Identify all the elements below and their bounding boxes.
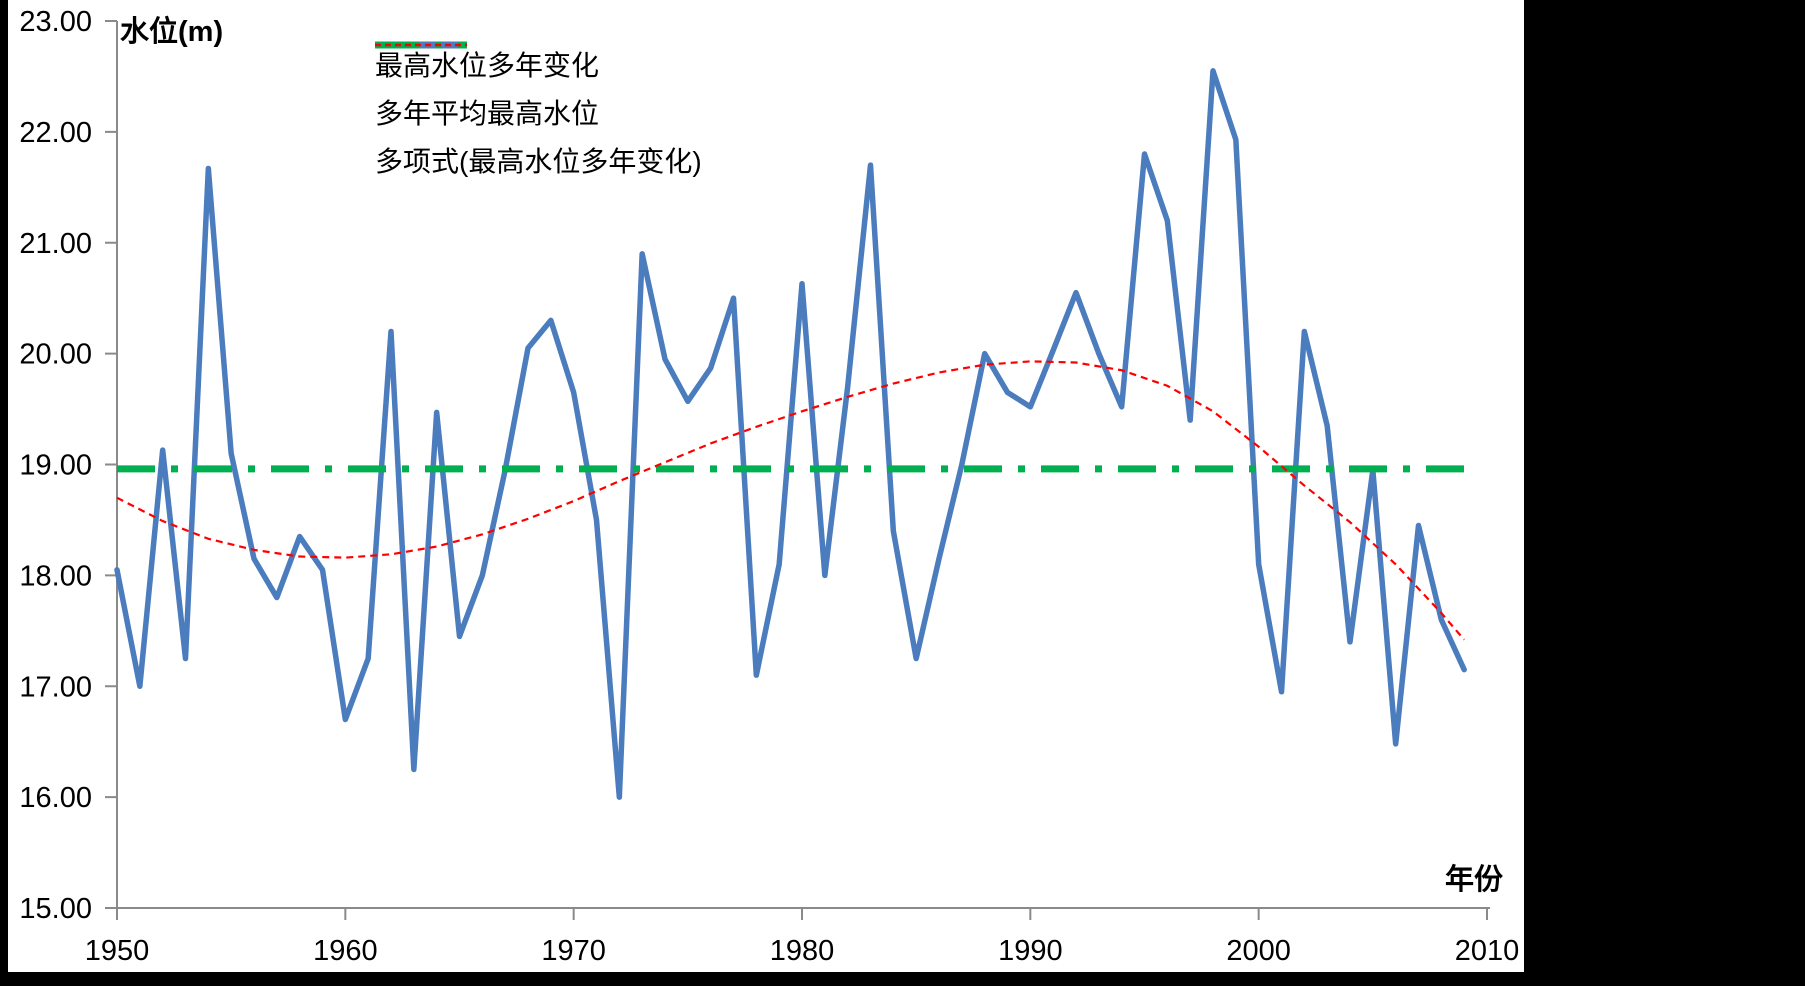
series-max-water-level (114, 68, 1467, 800)
legend: 最高水位多年变化 多年平均最高水位 多项式(最高水位多年变化) (375, 40, 702, 184)
x-tick-label: 2010 (1455, 935, 1520, 967)
y-tick-label: 16.00 (19, 782, 92, 814)
y-tick-label: 22.00 (19, 117, 92, 149)
series-polynomial-trend (116, 360, 1465, 641)
y-axis-title: 水位(m) (120, 16, 224, 48)
y-tick-label: 20.00 (19, 339, 92, 371)
y-tick-label: 15.00 (19, 893, 92, 925)
y-tick-label: 17.00 (19, 671, 92, 703)
chart-panel: 23.00 22.00 21.00 20.00 19.00 18.00 17.00 16.00… (8, 0, 1524, 972)
y-tick-label: 18.00 (19, 560, 92, 592)
legend-label: 多项式(最高水位多年变化) (375, 146, 702, 177)
x-tick-label: 1950 (85, 935, 150, 967)
x-tick-label: 1990 (998, 935, 1063, 967)
legend-label: 最高水位多年变化 (375, 50, 600, 81)
legend-item-polynomial: 多项式(最高水位多年变化) (375, 43, 702, 184)
legend-swatch-dotted-line-icon (375, 43, 467, 47)
line-chart: 23.00 22.00 21.00 20.00 19.00 18.00 17.00 16.00… (19, 6, 1520, 967)
x-tick-label: 1970 (541, 935, 606, 967)
x-tick-label: 1960 (313, 935, 378, 967)
y-tick-label: 23.00 (19, 6, 92, 38)
legend-item-mean-level: 多年平均最高水位 (375, 41, 702, 136)
x-axis-title: 年份 (1445, 864, 1504, 896)
y-tick-label: 19.00 (19, 450, 92, 482)
y-tick-label: 21.00 (19, 228, 92, 260)
x-tick-label: 2000 (1226, 935, 1291, 967)
legend-label: 多年平均最高水位 (375, 98, 600, 129)
x-tick-label: 1980 (770, 935, 835, 967)
